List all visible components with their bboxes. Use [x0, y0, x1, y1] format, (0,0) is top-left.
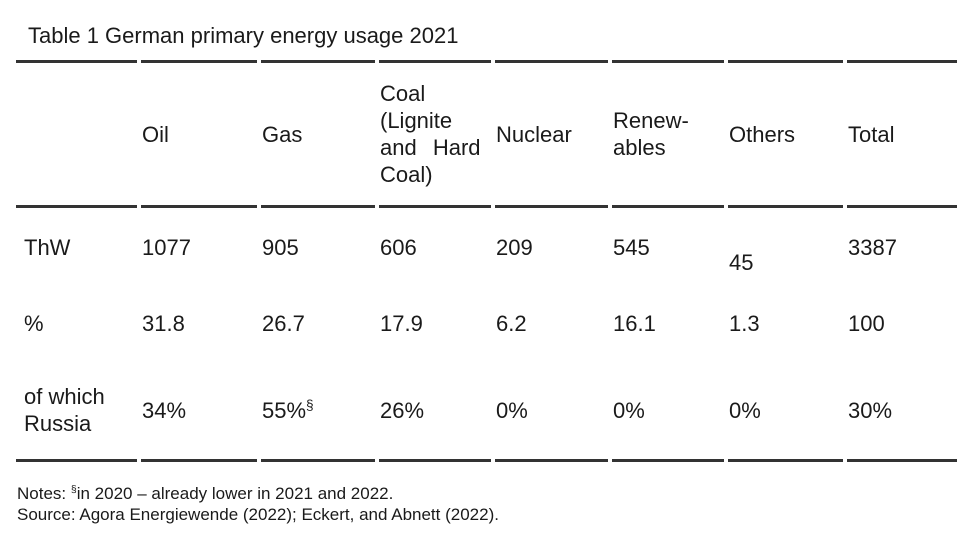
cell-pct-gas: 26.7: [262, 311, 305, 336]
cell-pct-nuclear: 6.2: [496, 311, 527, 336]
cell-thw-oil: 1077: [142, 234, 191, 260]
col-header-nuclear: Nuclear: [495, 60, 608, 208]
cell-thw-coal: 606: [380, 234, 417, 260]
table-row-russia: of which Russia 34% 55%§ 26% 0% 0% 0% 30…: [16, 361, 957, 462]
col-header-oil: Oil: [141, 60, 257, 208]
cell-rus-total: 30%: [847, 361, 957, 462]
cell-pct-others: 1.3: [729, 311, 760, 336]
col-header-total: Total: [847, 60, 957, 208]
cell-thw-total: 3387: [848, 234, 897, 260]
table-title: Table 1 German primary energy usage 2021: [28, 23, 459, 48]
col-header-renewables: Renew- ables: [612, 60, 724, 208]
cell-pct-coal: 17.9: [380, 311, 423, 336]
notes-text: in 2020 – already lower in 2021 and 2022…: [76, 484, 394, 503]
source-line: Source: Agora Energiewende (2022); Ecker…: [17, 505, 499, 524]
footnote-marker: §: [70, 483, 77, 496]
row-label-thw: ThW: [24, 234, 71, 260]
table-row-thw: ThW 1077 905 606 209 545 45 3387: [16, 208, 957, 286]
cell-rus-oil: 34%: [141, 361, 257, 462]
table-row-percent: % 31.8 26.7 17.9 6.2 16.1 1.3 100: [16, 286, 957, 361]
row-label-russia: of which Russia: [16, 361, 137, 462]
cell-pct-renewables: 16.1: [613, 311, 656, 336]
row-label-percent: %: [24, 311, 44, 336]
corner-cell: [16, 60, 137, 208]
cell-rus-gas: 55%§: [261, 361, 375, 462]
cell-thw-gas: 905: [262, 234, 299, 260]
cell-rus-nuclear: 0%: [495, 361, 608, 462]
cell-rus-renewables: 0%: [612, 361, 724, 462]
cell-rus-others: 0%: [728, 361, 843, 462]
cell-pct-oil: 31.8: [142, 311, 185, 336]
table-footer-notes: Notes: §in 2020 – already lower in 2021 …: [17, 483, 499, 525]
cell-rus-coal: 26%: [379, 361, 491, 462]
cell-thw-renewables: 545: [613, 234, 650, 260]
header-row: Oil Gas Coal (Lignite and Hard Coal) Nuc…: [16, 60, 957, 208]
cell-thw-nuclear: 209: [496, 234, 533, 260]
col-header-coal: Coal (Lignite and Hard Coal): [379, 60, 491, 208]
col-header-gas: Gas: [261, 60, 375, 208]
col-header-others: Others: [728, 60, 843, 208]
notes-line: Notes: §in 2020 – already lower in 2021 …: [17, 483, 499, 504]
cell-value-offset: 45: [729, 249, 754, 275]
cell-thw-others: 45: [728, 208, 843, 286]
cell-value: 55%: [262, 397, 307, 423]
footnote-marker: §: [306, 397, 314, 413]
energy-usage-table: Oil Gas Coal (Lignite and Hard Coal) Nuc…: [12, 60, 961, 462]
cell-pct-total: 100: [848, 311, 885, 336]
notes-prefix: Notes:: [17, 484, 71, 503]
